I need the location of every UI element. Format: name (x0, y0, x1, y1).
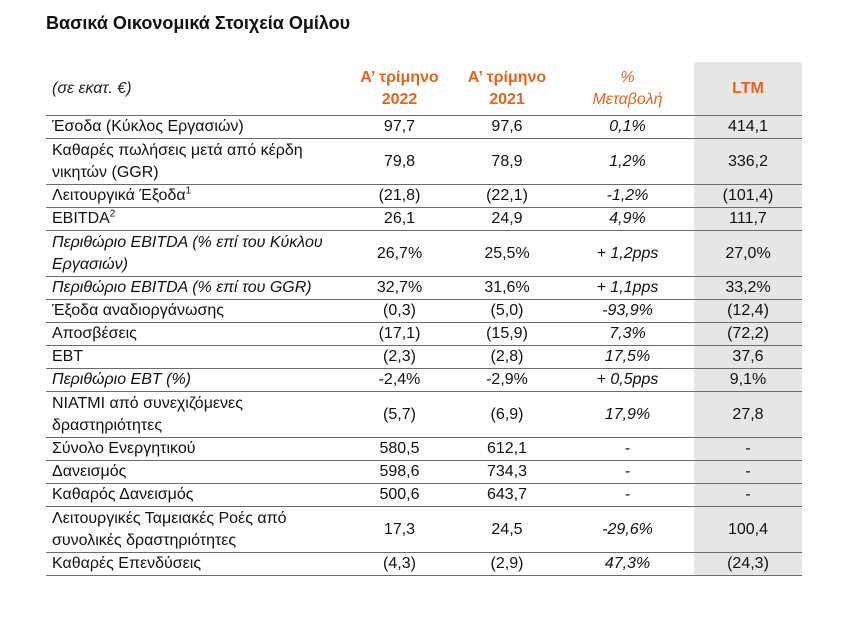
table-row: EBITDA2 26,1 24,9 4,9% 111,7 (46, 207, 802, 231)
header-row: (σε εκατ. €) Α’ τρίμηνο 2022 Α’ τρίμηνο … (46, 62, 802, 116)
table-row: Έσοδα (Κύκλος Εργασιών) 97,7 97,6 0,1% 4… (46, 115, 802, 139)
table-row: Έξοδα αναδιοργάνωσης (0,3) (5,0) -93,9% … (46, 299, 802, 323)
table-row: Περιθώριο EBITDA (% επί του Κύκλου Εργασ… (46, 230, 802, 277)
table-row: Καθαρός Δανεισμός 500,6 643,7 - - (46, 483, 802, 507)
ltm-header: LTM (694, 62, 802, 116)
table-row: EBT (2,3) (2,8) 17,5% 37,6 (46, 345, 802, 369)
table-row: Σύνολο Ενεργητικού 580,5 612,1 - - (46, 437, 802, 461)
page-title: Βασικά Οικονομικά Στοιχεία Ομίλου (46, 13, 351, 33)
table-row: Καθαρές πωλήσεις μετά από κέρδη νικητών … (46, 138, 802, 185)
financial-table: (σε εκατ. €) Α’ τρίμηνο 2022 Α’ τρίμηνο … (46, 62, 802, 576)
table-row: ΝΙΑΤΜΙ από συνεχιζόμενες δραστηριότητες … (46, 391, 802, 438)
table-row: Καθαρές Επενδύσεις (4,3) (2,9) 47,3% (24… (46, 552, 802, 576)
table-row: Αποσβέσεις (17,1) (15,9) 7,3% (72,2) (46, 322, 802, 346)
q1-2021-header: Α’ τρίμηνο 2021 (453, 62, 561, 116)
q1-2022-header: Α’ τρίμηνο 2022 (346, 62, 453, 116)
table-row: Λειτουργικά Έξοδα1 (21,8) (22,1) -1,2% (… (46, 184, 802, 208)
unit-header: (σε εκατ. €) (46, 62, 346, 116)
table-row: Λειτουργικές Ταμειακές Ροές από συνολικέ… (46, 506, 802, 553)
table-row: Δανεισμός 598,6 734,3 - - (46, 460, 802, 484)
table-row: Περιθώριο EBITDA (% επί του GGR) 32,7% 3… (46, 276, 802, 300)
change-header: % Μεταβολή (561, 62, 694, 116)
table-row: Περιθώριο EBT (%) -2,4% -2,9% + 0,5pps 9… (46, 368, 802, 392)
